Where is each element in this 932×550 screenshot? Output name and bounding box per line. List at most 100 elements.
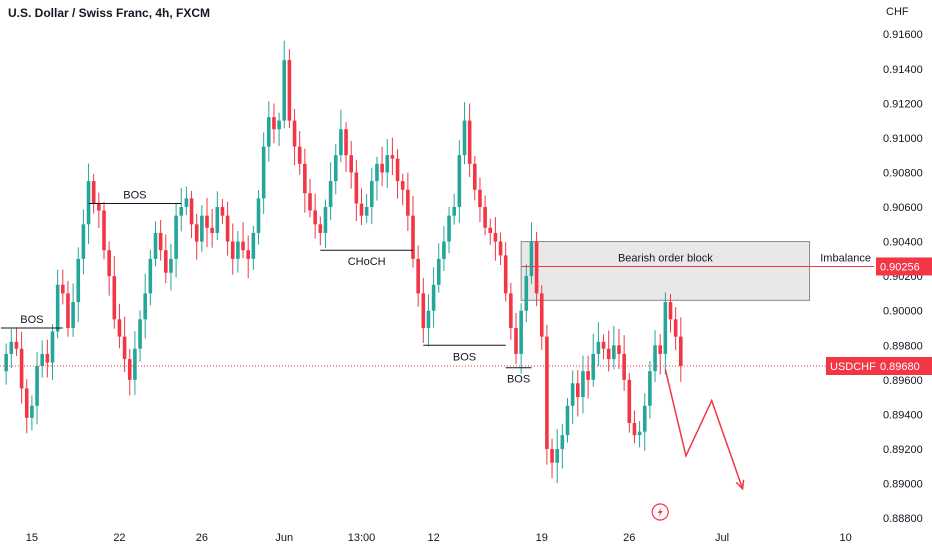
candle-body: [313, 210, 317, 225]
candle-body: [277, 120, 281, 130]
candle: [81, 209, 86, 275]
candle-body: [478, 189, 482, 208]
candle-body: [323, 207, 328, 233]
candle-body: [308, 193, 312, 211]
candle-body: [122, 336, 127, 360]
y-tick-label: 0.90800: [883, 167, 923, 179]
candle-body: [215, 207, 220, 233]
candle-body: [225, 215, 230, 242]
candle: [122, 316, 127, 373]
structure-label: BOS: [123, 190, 146, 202]
candle-body: [524, 276, 529, 311]
candle: [653, 330, 657, 383]
candle-body: [210, 227, 214, 233]
candle: [679, 317, 683, 382]
candle-body: [272, 117, 276, 130]
candle: [370, 167, 374, 225]
candle: [380, 146, 384, 186]
x-tick-label: 22: [113, 532, 125, 544]
candle: [648, 360, 652, 419]
candle-body: [158, 232, 163, 251]
candle: [261, 132, 266, 214]
candle: [570, 370, 575, 424]
candle: [576, 370, 580, 417]
candle-body: [292, 120, 297, 147]
candle: [663, 292, 668, 375]
candle-body: [297, 146, 302, 164]
event-icon-bolt: [657, 507, 663, 517]
candle: [550, 438, 554, 479]
structure-label: BOS: [507, 374, 530, 386]
candle: [519, 303, 523, 374]
candle-body: [148, 258, 153, 294]
projection-arrowhead: [735, 479, 745, 491]
candle: [225, 201, 230, 256]
candle-body: [24, 388, 29, 418]
candle-body: [359, 203, 364, 216]
order-block-zone: [520, 241, 811, 301]
candle: [189, 190, 194, 239]
candle: [354, 160, 359, 222]
candle: [514, 312, 518, 365]
y-tick-label: 0.89600: [883, 375, 923, 387]
candle: [478, 177, 482, 223]
candle-body: [333, 155, 338, 182]
candle-body: [97, 203, 101, 211]
candle-body: [138, 319, 142, 349]
candle: [483, 195, 487, 236]
candle-body: [318, 224, 323, 233]
candle: [308, 179, 312, 218]
x-tick-label: 15: [26, 532, 38, 544]
candle: [390, 137, 395, 175]
candle: [524, 264, 529, 323]
candle: [601, 334, 606, 360]
y-tick-label: 0.89200: [883, 444, 923, 456]
candle-body: [71, 302, 75, 328]
candle-body: [617, 345, 621, 354]
candle: [220, 198, 225, 224]
symbol-tag: [826, 357, 876, 376]
candle: [174, 202, 178, 278]
candle-body: [442, 241, 446, 259]
candle: [565, 398, 570, 443]
candle-body: [395, 158, 400, 182]
candle-body: [19, 348, 24, 389]
candle-body: [648, 371, 652, 406]
structure-label: BOS: [20, 314, 43, 326]
x-tick-label: 13:00: [348, 532, 376, 544]
candle: [143, 273, 147, 339]
candle: [251, 225, 256, 270]
candle-body: [637, 431, 642, 436]
candle: [333, 144, 338, 195]
candle-body: [658, 345, 662, 354]
candle-body: [447, 215, 451, 242]
candle: [323, 199, 328, 249]
candle: [658, 334, 662, 375]
candle: [385, 139, 390, 188]
candle-body: [493, 232, 498, 242]
candle: [215, 191, 220, 241]
candle: [406, 172, 410, 232]
candle-body: [282, 60, 287, 121]
candle-body: [545, 336, 549, 449]
candle-body: [164, 250, 168, 273]
candle: [560, 423, 565, 469]
candle-body: [179, 207, 184, 216]
x-tick-label: 10: [839, 532, 851, 544]
candle-body: [452, 207, 456, 216]
candle-body: [189, 198, 194, 225]
candle: [200, 205, 204, 253]
candle-body: [529, 241, 534, 277]
candle-body: [473, 163, 477, 190]
candle: [112, 256, 117, 329]
candle: [19, 331, 24, 404]
candle: [287, 49, 292, 129]
candle-body: [55, 284, 60, 332]
candle-body: [184, 198, 189, 208]
candle: [529, 222, 534, 284]
candle: [45, 339, 50, 378]
candle: [642, 393, 647, 451]
candle: [349, 140, 353, 189]
candle: [452, 193, 456, 225]
